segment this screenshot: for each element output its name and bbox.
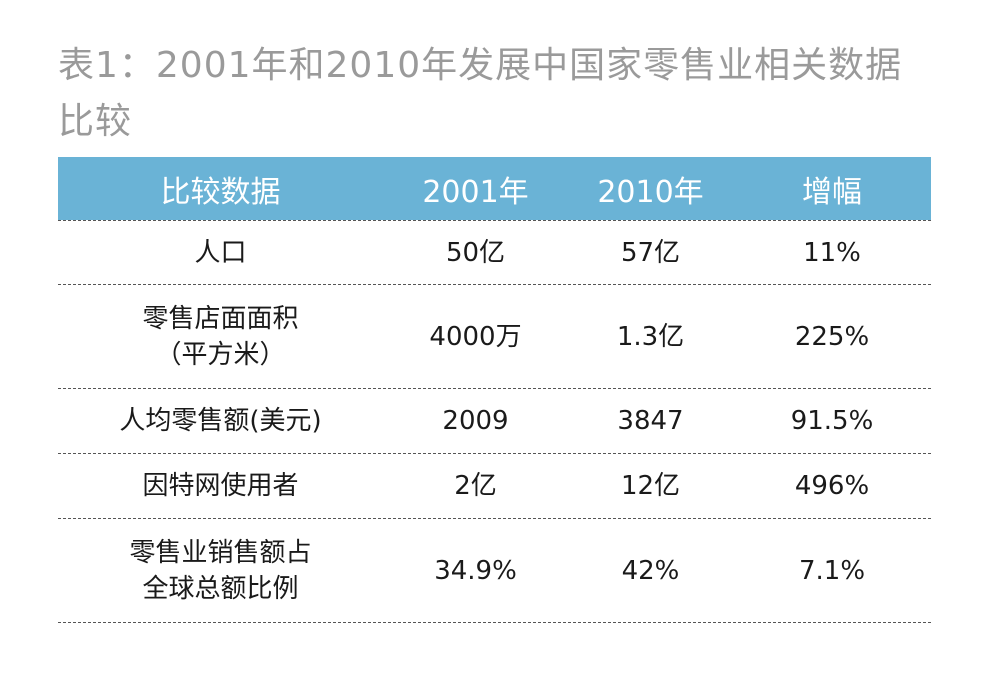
cell-growth: 496%: [794, 471, 870, 501]
table-row-internet-users: 因特网使用者 2亿 12亿 496%: [58, 454, 931, 519]
row-label-line: 零售业销售额占: [129, 537, 312, 568]
header-2001: 2001年: [422, 174, 529, 210]
cell-2001: 34.9%: [434, 555, 517, 586]
row-label-line: （平方米）: [155, 339, 286, 370]
cell-2010: 12亿: [620, 471, 681, 501]
cell-growth: 11%: [803, 237, 861, 268]
cell-2010: 42%: [621, 555, 680, 586]
row-label: 人口: [58, 235, 383, 271]
row-label: 零售店面面积 （平方米）: [58, 301, 383, 373]
row-label: 因特网使用者: [58, 468, 383, 504]
header-compare-data: 比较数据: [160, 174, 281, 210]
header-2010: 2010年: [597, 174, 704, 210]
table-row-retail-area: 零售店面面积 （平方米） 4000万 1.3亿 225%: [58, 285, 931, 389]
cell-growth: 7.1%: [798, 555, 866, 586]
row-label-line: 因特网使用者: [142, 471, 299, 501]
cell-2001: 2亿: [454, 471, 497, 501]
cell-2001: 4000万: [429, 321, 522, 352]
table-row-retail-share: 零售业销售额占 全球总额比例 34.9% 42% 7.1%: [58, 519, 931, 623]
row-label-line: 全球总额比例: [142, 573, 299, 604]
row-label: 人均零售额(美元): [58, 403, 383, 439]
cell-growth: 225%: [794, 321, 870, 352]
cell-2001: 2009: [442, 406, 509, 436]
table-row-retail-per-capita: 人均零售额(美元) 2009 3847 91.5%: [58, 389, 931, 454]
data-table: 比较数据 2001年 2010年 增幅 人口 50亿 57亿 11% 零售店面面…: [58, 157, 931, 623]
header-growth: 增幅: [802, 174, 862, 210]
row-label: 零售业销售额占 全球总额比例: [58, 535, 383, 607]
table-row-population: 人口 50亿 57亿 11%: [58, 220, 931, 285]
cell-2010: 57亿: [620, 237, 681, 268]
cell-growth: 91.5%: [790, 406, 874, 436]
cell-2010: 3847: [617, 406, 684, 436]
row-label-line: 人均零售额(美元): [119, 406, 322, 436]
cell-2010: 1.3亿: [616, 321, 685, 352]
cell-2001: 50亿: [445, 237, 506, 268]
row-label-line: 零售店面面积: [142, 303, 299, 334]
row-label-line: 人口: [194, 237, 247, 268]
table-header-row: 比较数据 2001年 2010年 增幅: [58, 157, 931, 220]
table-title: 表1：2001年和2010年发展中国家零售业相关数据比较: [58, 45, 903, 142]
